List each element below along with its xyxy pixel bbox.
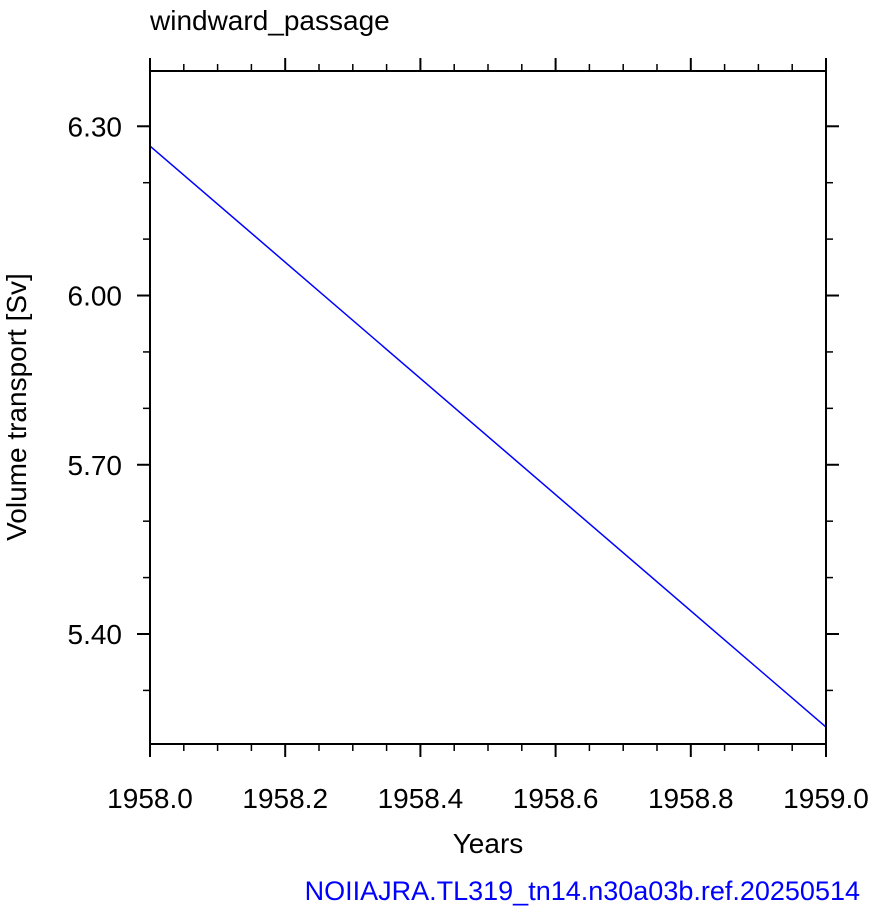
series-line xyxy=(149,145,827,728)
y-tick-label: 5.70 xyxy=(68,450,123,481)
y-tick-label: 6.00 xyxy=(68,281,123,312)
chart-title: windward_passage xyxy=(149,5,390,36)
y-tick-labels: 5.40 5.70 6.00 6.30 xyxy=(68,111,123,650)
x-tick-label: 1959.0 xyxy=(783,783,869,814)
x-axis-label: Years xyxy=(453,828,524,859)
minor-ticks xyxy=(143,64,833,751)
x-tick-label: 1958.2 xyxy=(242,783,328,814)
footer-case-name: NOIIAJRA.TL319_tn14.n30a03b.ref.20250514 xyxy=(305,876,860,906)
x-tick-label: 1958.4 xyxy=(378,783,464,814)
y-axis-label: Volume transport [Sv] xyxy=(1,273,32,541)
plot-frame xyxy=(149,70,827,745)
major-ticks xyxy=(137,58,839,757)
y-tick-label: 5.40 xyxy=(68,619,123,650)
x-tick-label: 1958.6 xyxy=(513,783,599,814)
x-tick-label: 1958.0 xyxy=(107,783,193,814)
y-tick-label: 6.30 xyxy=(68,111,123,142)
x-tick-labels: 1958.0 1958.2 1958.4 1958.6 1958.8 1959.0 xyxy=(107,783,869,814)
x-tick-label: 1958.8 xyxy=(648,783,734,814)
series-layer xyxy=(149,145,827,728)
